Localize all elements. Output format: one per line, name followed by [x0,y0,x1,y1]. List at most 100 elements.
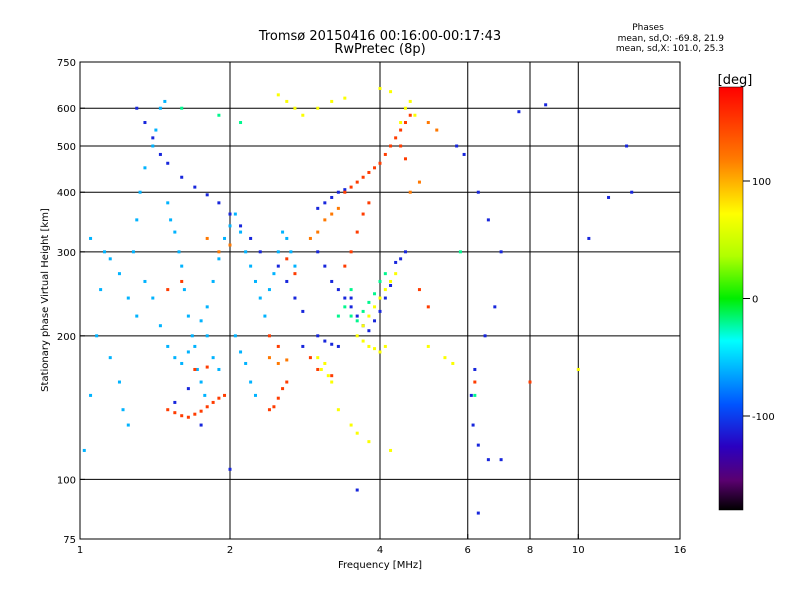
data-point [408,99,412,103]
data-point [316,250,320,254]
data-point [435,128,439,132]
data-point [528,380,532,384]
x-tick-label: 4 [377,545,383,556]
colorbar-tick-label: 100 [752,177,771,188]
data-point [367,440,371,444]
data-point [285,257,289,261]
data-point [143,166,147,170]
data-point [301,309,305,313]
data-point [383,288,387,292]
data-point [476,443,480,447]
data-point [389,283,393,287]
y-axis-label: Stationary phase Virtual Height [km] [40,208,51,392]
data-point [199,380,203,384]
data-point [349,250,353,254]
data-point [169,218,173,222]
data-point [117,380,121,384]
data-point [285,279,289,283]
data-point [316,230,320,234]
data-point [276,250,280,254]
data-point [473,367,477,371]
data-point [263,314,267,318]
data-point [330,380,334,384]
colorbar-tick-label: -100 [752,412,775,423]
data-point [180,414,184,418]
data-point [195,367,199,371]
data-point [173,400,177,404]
data-point [373,292,377,296]
data-point [499,250,503,254]
y-tick-label: 200 [57,332,76,343]
data-point [399,121,403,125]
data-point [323,218,327,222]
data-point [126,296,130,300]
data-point [499,458,503,462]
data-point [186,314,190,318]
x-axis-ticks: 1 2 4 6 8 10 16 [77,534,686,556]
data-point [217,250,221,254]
data-point [166,288,170,292]
data-point [199,423,203,427]
data-point [223,393,227,397]
data-point [276,264,280,268]
data-point [389,279,393,283]
data-point [349,423,353,427]
data-point [323,339,327,343]
data-point [316,334,320,338]
data-point [355,319,359,323]
data-point [355,180,359,184]
data-point [493,305,497,309]
data-point [293,264,297,268]
data-point [383,296,387,300]
data-point [95,334,99,338]
y-tick-label: 300 [57,248,76,259]
data-point [199,409,203,413]
data-point [389,448,393,452]
data-point [473,380,477,384]
data-point [544,103,548,107]
data-point [211,356,215,360]
data-point [330,195,334,199]
data-point [249,264,253,268]
data-point [413,113,417,117]
data-point [205,193,209,197]
data-point [249,380,253,384]
data-point [289,250,293,254]
data-point [349,314,353,318]
data-point [276,361,280,365]
data-point [443,356,447,360]
x-tick-label: 6 [465,545,471,556]
data-point [330,99,334,103]
data-point [126,423,130,427]
data-point [355,334,359,338]
data-point [173,356,177,360]
data-point [483,334,487,338]
data-point [355,230,359,234]
y-tick-label: 100 [57,475,76,486]
data-point [486,218,490,222]
data-point [285,380,289,384]
y-tick-label: 750 [57,58,76,69]
x-tick-label: 2 [227,545,233,556]
data-point [394,272,398,276]
data-point [316,367,320,371]
data-point [403,106,407,110]
data-point [267,356,271,360]
data-points [82,86,634,515]
data-point [473,393,477,397]
data-point [394,260,398,264]
data-point [361,309,365,313]
data-point [343,188,347,192]
data-point [323,361,327,365]
data-point [308,356,312,360]
data-point [330,342,334,346]
data-point [486,458,490,462]
data-point [205,305,209,309]
data-point [233,212,237,216]
phase-stats-o: mean, sd,O: -69.8, 21.9 [618,34,725,44]
data-point [228,224,232,228]
data-point [426,121,430,125]
data-point [217,396,221,400]
data-point [239,224,243,228]
data-point [203,393,207,397]
